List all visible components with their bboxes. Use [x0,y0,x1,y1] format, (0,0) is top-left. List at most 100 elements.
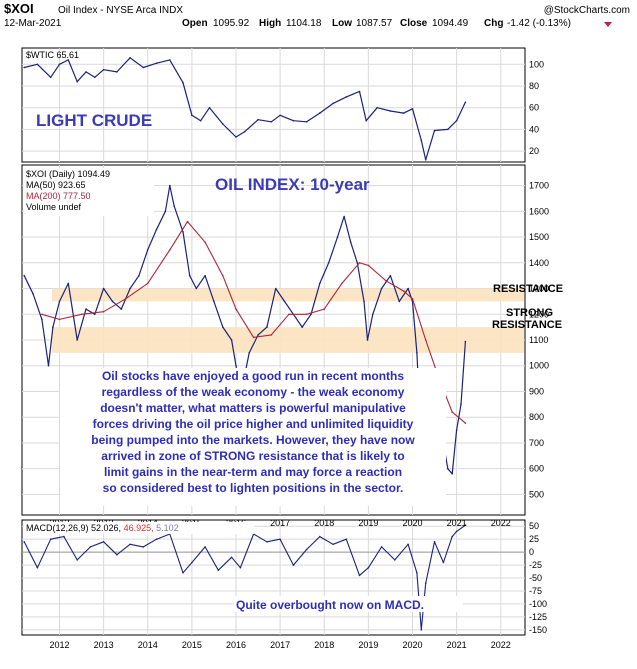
x-tick-label: 2019 [358,640,378,650]
data-point [129,287,131,290]
data-point [63,535,65,538]
data-point [235,136,237,138]
data-point [305,548,308,551]
x-tick-label: 2022 [491,640,511,650]
resistance-label: RESISTANCE [493,283,563,295]
data-point [288,313,290,316]
data-point [102,310,105,313]
data-point [252,336,255,339]
data-point [345,538,348,540]
data-point [455,429,458,431]
data-point [36,63,39,66]
data-point [80,313,83,316]
strong-label-2: RESISTANCE [492,319,562,331]
data-point [367,264,370,267]
low-value: 1087.57 [356,18,393,29]
comment-line: being pumped into the markets. However, … [91,433,415,447]
data-point [169,249,171,251]
data-point [292,119,295,122]
data-point [411,108,414,110]
data-point [41,313,43,316]
light-crude-label: LIGHT CRUDE [36,111,152,130]
y-tick-label: 700 [529,438,544,448]
data-point [41,318,43,321]
data-point [52,326,54,328]
data-point [230,556,233,559]
chart-symbol: $XOI [4,1,34,16]
data-point [191,561,193,564]
data-point [420,629,423,631]
open-label: Open [182,18,208,29]
x-tick-label: 2018 [314,518,334,528]
data-point [424,582,427,584]
x-tick-label: 2014 [138,640,158,650]
data-point [407,543,409,546]
data-point [47,364,50,367]
data-point [138,274,140,277]
data-point [464,101,467,104]
oil-index-title: OIL INDEX: 10-year [215,175,370,194]
y-tick-label: 1000 [529,361,549,371]
data-point [411,298,414,300]
data-point [358,262,361,264]
data-point [367,566,370,569]
data-point [67,282,70,285]
x-tick-label: 2020 [402,640,422,650]
y-tick-label: 20 [529,146,539,156]
data-point [407,287,409,290]
data-point [341,282,343,285]
data-point [49,76,52,79]
data-point [244,130,246,133]
macd-legend-main: MACD(12,26,9) 52.026, [26,523,121,533]
data-point [89,546,92,548]
data-point [451,473,454,475]
data-point [188,274,191,277]
data-point [58,300,61,303]
data-point [124,298,127,300]
wtic-panel [21,47,526,163]
data-point [336,236,339,238]
x-tick-label: 2019 [358,518,378,528]
comment-line: so considered best to lighten positions … [103,481,404,495]
data-point [142,546,145,548]
data-point [442,561,445,564]
data-point [182,81,184,84]
data-point [343,215,345,218]
macd-legend: MACD(12,26,9) 52.026, 46.925, 5.102 [26,523,179,533]
data-point [464,524,467,526]
data-point [199,119,202,122]
data-point [394,559,396,561]
data-point [116,71,118,73]
y-tick-label: 1500 [529,232,549,242]
data-point [363,300,365,303]
data-point [173,205,175,207]
comment-line: Oil stocks have enjoyed a good run in re… [102,369,404,383]
comment-line: limit gains in the near-term and may for… [104,465,402,479]
x-tick-label: 2013 [94,640,114,650]
data-point [257,118,259,121]
data-point [142,66,145,69]
x-tick-label: 2017 [270,640,290,650]
x-tick-label: 2018 [314,640,334,650]
x-tick-label: 2017 [270,518,290,528]
x-tick-label: 2021 [447,640,467,650]
data-point [433,129,436,132]
data-point [416,572,418,574]
data-point [222,326,224,328]
data-point [120,308,123,310]
data-point [155,228,158,231]
y-tick-label: -125 [529,612,547,622]
chart-date: 12-Mar-2021 [4,18,62,29]
data-point [36,566,39,569]
data-point [365,119,368,122]
data-point [358,574,361,577]
data-point [398,300,401,303]
y-tick-label: 1200 [529,309,549,319]
data-point [23,541,26,543]
data-point [58,318,61,321]
data-point [76,559,78,561]
data-point [376,106,379,109]
y-tick-labels: 100 80 60 40 20 1700 1600 1500 1400 1300 1200 1100 1… [529,59,549,635]
data-point [416,352,418,354]
data-point [319,112,321,114]
